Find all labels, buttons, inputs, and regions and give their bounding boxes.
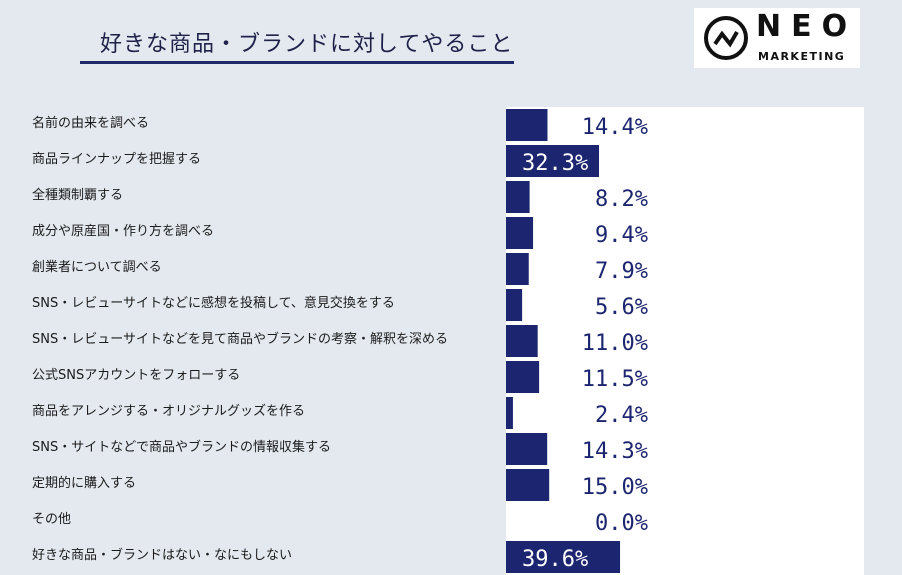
logo-wave-icon: [704, 16, 748, 60]
category-label: 名前の由来を調べる: [32, 116, 150, 131]
bar: [506, 361, 540, 393]
bar: [506, 325, 538, 357]
bar: [506, 433, 548, 465]
bar: [506, 217, 534, 249]
bar-value-label: 2.4%: [595, 403, 648, 428]
bar-value-label: 32.3%: [522, 151, 588, 176]
bar-value-label: 8.2%: [595, 187, 648, 212]
bar-value-label: 0.0%: [595, 511, 648, 536]
chart-title: 好きな商品・ブランドに対してやること: [100, 32, 514, 57]
category-label: SNS・レビューサイトなどに感想を投稿して、意見交換をする: [32, 296, 395, 311]
bar: [506, 469, 550, 501]
bar-value-label: 15.0%: [582, 475, 648, 500]
bar-value-label: 11.0%: [582, 331, 648, 356]
category-label: 好きな商品・ブランドはない・なにもしない: [32, 548, 293, 563]
category-label: 全種類制覇する: [32, 188, 124, 203]
bar-value-label: 39.6%: [522, 547, 588, 572]
bar: [506, 541, 621, 573]
bar-value-label: 9.4%: [595, 223, 648, 248]
logo-marketing-text: MARKETING: [758, 50, 846, 63]
category-label: 商品をアレンジする・オリジナルグッズを作る: [32, 404, 306, 419]
logo-neo-text: NEO: [756, 9, 858, 44]
bar: [506, 397, 513, 429]
category-label: 定期的に購入する: [32, 476, 137, 491]
category-label: SNS・サイトなどで商品やブランドの情報収集する: [32, 440, 331, 455]
bar: [506, 109, 548, 141]
category-label: 成分や原産国・作り方を調べる: [32, 224, 215, 239]
title-underline: [80, 61, 514, 64]
category-label: 創業者について調べる: [32, 260, 162, 275]
bar-value-label: 14.4%: [582, 115, 648, 140]
bar-value-label: 5.6%: [595, 295, 648, 320]
category-label: SNS・レビューサイトなどを見て商品やブランドの考察・解釈を深める: [32, 332, 448, 347]
bar: [506, 253, 529, 285]
category-label: 公式SNSアカウントをフォローする: [32, 368, 241, 383]
bar: [506, 289, 523, 321]
bar-value-label: 7.9%: [595, 259, 648, 284]
bar: [506, 181, 530, 213]
neo-marketing-logo: NEO MARKETING: [694, 8, 860, 68]
category-label: その他: [32, 512, 72, 527]
bar: [506, 145, 600, 177]
bar-value-label: 14.3%: [582, 439, 648, 464]
category-label: 商品ラインナップを把握する: [32, 152, 202, 167]
bar-value-label: 11.5%: [582, 367, 648, 392]
chart-plot-area: [506, 107, 864, 575]
